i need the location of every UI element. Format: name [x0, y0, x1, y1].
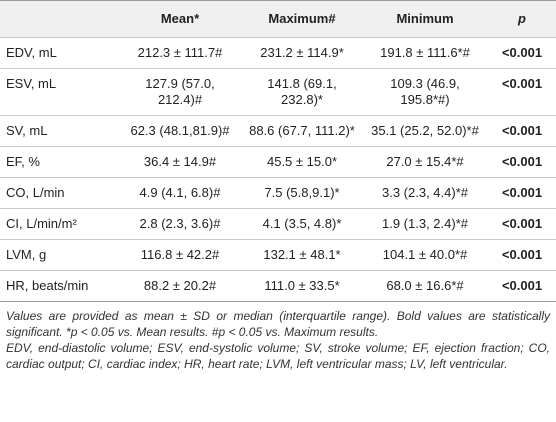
- table-row: HR, beats/min 88.2 ± 20.2# 111.0 ± 33.5* 68…: [0, 270, 556, 302]
- table-row: EDV, mL 212.3 ± 111.7# 231.2 ± 114.9* 191.8…: [0, 37, 556, 69]
- table-head: Mean* Maximum# Minimum p: [0, 0, 556, 38]
- table-cell: <0.001: [501, 185, 543, 200]
- table-cell: 111.0 ± 33.5*: [264, 278, 340, 293]
- table-cell: 68.0 ± 16.6*#: [386, 278, 464, 293]
- header-row: Mean* Maximum# Minimum p: [0, 0, 556, 38]
- table-cell: <0.001: [501, 154, 543, 169]
- table-cell: <0.001: [501, 76, 543, 91]
- table-cell: <0.001: [501, 123, 543, 138]
- data-table: Mean* Maximum# Minimum p EDV, mL 212.3 ± 111…: [0, 0, 556, 302]
- row-label: CI, L/min/m²: [6, 216, 77, 231]
- table-cell: 2.8 (2.3, 3.6)#: [139, 216, 221, 231]
- row-label: LVM, g: [6, 247, 47, 262]
- row-label: HR, beats/min: [6, 278, 89, 293]
- table-cell: 132.1 ± 48.1*: [263, 247, 341, 262]
- table-cell: 231.2 ± 114.9*: [260, 45, 344, 60]
- header-cell: Maximum#: [268, 11, 336, 26]
- table-cell: 4.1 (3.5, 4.8)*: [262, 216, 342, 231]
- table-row: ESV, mL 127.9 (57.0, 212.4)# 141.8 (69.1, …: [0, 68, 556, 116]
- header-cell: p: [518, 11, 526, 26]
- table-cell: 88.6 (67.7, 111.2)*: [249, 123, 355, 138]
- table-cell: 212.3 ± 111.7#: [137, 45, 223, 60]
- table-cell: 191.8 ± 111.6*#: [380, 45, 470, 60]
- table-cell: <0.001: [501, 278, 543, 293]
- table-cell: <0.001: [501, 247, 543, 262]
- table-cell: 45.5 ± 15.0*: [266, 154, 338, 169]
- note: EDV, end-diastolic volume; ESV, end-syst…: [6, 341, 550, 371]
- header-cell: Minimum: [396, 11, 454, 26]
- table-cell: <0.001: [501, 216, 543, 231]
- table-cell: 88.2 ± 20.2#: [143, 278, 217, 293]
- table-row: LVM, g 116.8 ± 42.2# 132.1 ± 48.1* 104.1 ± …: [0, 239, 556, 271]
- table-cell: <0.001: [501, 45, 543, 60]
- table-cell: 104.1 ± 40.0*#: [382, 247, 468, 262]
- table-cell: 127.9 (57.0, 212.4)#: [145, 76, 215, 107]
- table-row: CI, L/min/m² 2.8 (2.3, 3.6)# 4.1 (3.5, 4.8…: [0, 208, 556, 240]
- table-notes: Values are provided as mean ± SD or medi…: [0, 302, 556, 372]
- table-cell: 36.4 ± 14.9#: [143, 154, 217, 169]
- table-row: SV, mL 62.3 (48.1,81.9)# 88.6 (67.7, 111.2…: [0, 115, 556, 147]
- row-label: CO, L/min: [6, 185, 65, 200]
- row-label: EDV, mL: [6, 45, 57, 60]
- table-body: EDV, mL 212.3 ± 111.7# 231.2 ± 114.9* 191.8…: [0, 37, 556, 302]
- table-cell: 27.0 ± 15.4*#: [386, 154, 464, 169]
- table-cell: 4.9 (4.1, 6.8)#: [139, 185, 221, 200]
- header-cell: Mean*: [160, 11, 200, 26]
- row-label: ESV, mL: [6, 76, 57, 91]
- table-cell: 116.8 ± 42.2#: [140, 247, 220, 262]
- row-label: EF, %: [6, 154, 40, 169]
- table-cell: 1.9 (1.3, 2.4)*#: [382, 216, 468, 231]
- table-cell: 3.3 (2.3, 4.4)*#: [382, 185, 468, 200]
- header-cell: [0, 1, 118, 38]
- table-cell: 141.8 (69.1, 232.8)*: [267, 76, 337, 107]
- table-row: EF, % 36.4 ± 14.9# 45.5 ± 15.0* 27.0 ± 15.4…: [0, 146, 556, 178]
- table-cell: 35.1 (25.2, 52.0)*#: [371, 123, 479, 138]
- table-row: CO, L/min 4.9 (4.1, 6.8)# 7.5 (5.8,9.1)* 3.…: [0, 177, 556, 209]
- row-label: SV, mL: [6, 123, 48, 138]
- table-cell: 62.3 (48.1,81.9)#: [130, 123, 230, 138]
- table-cell: 109.3 (46.9, 195.8*#): [390, 76, 460, 107]
- note: Values are provided as mean ± SD or medi…: [6, 309, 550, 339]
- table-cell: 7.5 (5.8,9.1)*: [264, 185, 340, 200]
